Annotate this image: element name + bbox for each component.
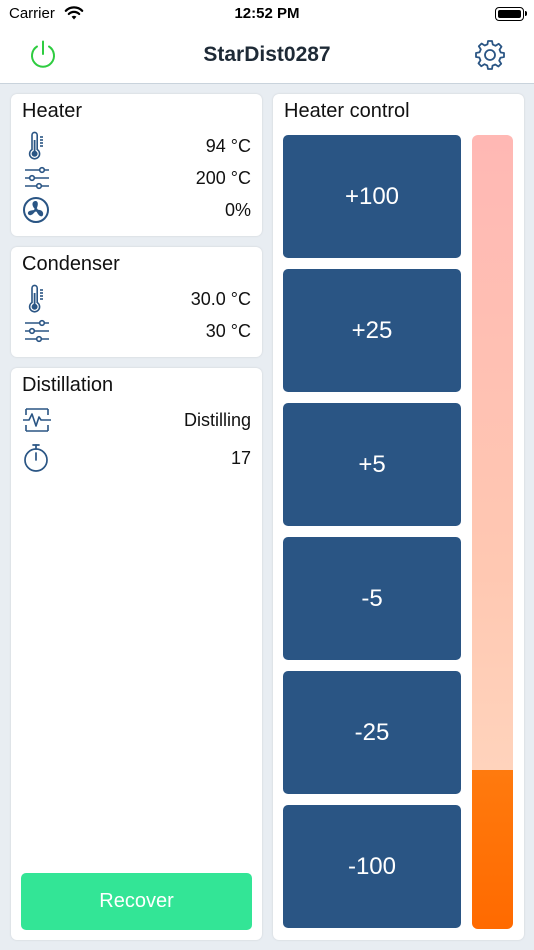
- heater-setpoint-row: 200 °C: [22, 163, 251, 193]
- distillation-timer-value: 17: [230, 448, 251, 468]
- thermometer-icon: [28, 131, 43, 160]
- condenser-title: Condenser: [22, 253, 120, 275]
- heater-control-card: Heater control +100 +25 +5 -5 -25 -100: [273, 94, 524, 940]
- page-title: StarDist0287: [203, 43, 331, 66]
- sliders-icon: [25, 319, 49, 343]
- distillation-title: Distillation: [22, 374, 114, 396]
- heater-fan-row: 0%: [22, 195, 251, 225]
- status-time: 12:52 PM: [234, 5, 300, 22]
- distillation-status-row: Distilling: [22, 405, 251, 435]
- thermometer-icon: [28, 284, 43, 313]
- decrease-25-button[interactable]: -25: [283, 671, 461, 794]
- recover-button[interactable]: Recover: [21, 873, 252, 930]
- nav-bar: StarDist0287: [0, 28, 534, 84]
- heater-temperature-row: 94 °C: [22, 131, 251, 161]
- stopwatch-icon: [24, 444, 48, 472]
- heater-temperature-value: 94 °C: [205, 136, 251, 156]
- heater-fan-value: 0%: [224, 200, 251, 220]
- battery-icon: [495, 7, 527, 21]
- increase-100-button[interactable]: +100: [283, 135, 461, 258]
- distillation-timer-row: 17: [22, 443, 251, 473]
- condenser-temperature-row: 30.0 °C: [22, 284, 251, 314]
- heater-setpoint-value: 200 °C: [195, 168, 251, 188]
- waveform-icon: [23, 408, 51, 432]
- condenser-setpoint-row: 30 °C: [22, 316, 251, 346]
- gear-icon[interactable]: [473, 38, 507, 72]
- heater-power-level-bar: [472, 135, 513, 929]
- heater-control-title: Heater control: [284, 100, 410, 122]
- heater-power-level-fill: [472, 770, 513, 929]
- heater-title: Heater: [22, 100, 83, 122]
- heater-card: Heater 94 °C 200 °C: [11, 94, 262, 236]
- decrease-5-button[interactable]: -5: [283, 537, 461, 660]
- condenser-temperature-value: 30.0 °C: [190, 289, 251, 309]
- carrier-label: Carrier: [9, 5, 55, 22]
- sliders-icon: [25, 166, 49, 190]
- fan-icon: [23, 197, 49, 223]
- distillation-card: Distillation Distilling 17: [11, 368, 262, 940]
- distillation-status-value: Distilling: [183, 410, 251, 430]
- decrease-100-button[interactable]: -100: [283, 805, 461, 928]
- increase-25-button[interactable]: +25: [283, 269, 461, 392]
- condenser-setpoint-value: 30 °C: [205, 321, 251, 341]
- status-bar: Carrier 12:52 PM: [0, 0, 534, 28]
- power-icon[interactable]: [26, 38, 60, 72]
- wifi-icon: [64, 6, 84, 20]
- increase-5-button[interactable]: +5: [283, 403, 461, 526]
- condenser-card: Condenser 30.0 °C 30 °C: [11, 247, 262, 357]
